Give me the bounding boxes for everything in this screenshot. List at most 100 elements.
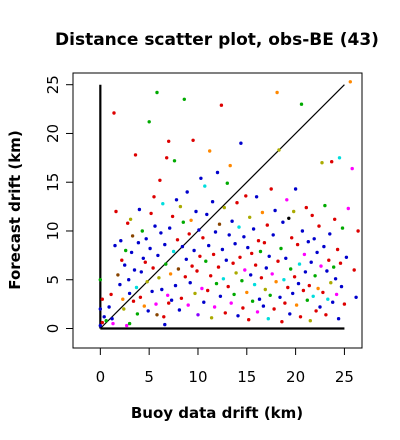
scatter-point <box>339 284 344 289</box>
scatter-point <box>315 250 319 255</box>
scatter-point <box>114 209 118 214</box>
scatter-point <box>250 299 255 303</box>
scatter-point <box>112 111 116 115</box>
scatter-point <box>350 166 354 171</box>
scatter-point <box>155 313 159 317</box>
y-axis-ticks: 0 5 10 15 20 25 <box>44 75 73 333</box>
scatter-point <box>187 232 191 236</box>
scatter-point <box>119 239 123 243</box>
scatter-point <box>173 283 178 288</box>
scatter-point <box>98 323 103 328</box>
scatter-point <box>167 301 171 305</box>
scatter-point <box>174 198 179 202</box>
scatter-point <box>227 233 231 237</box>
scatter-point <box>268 293 272 297</box>
scatter-point <box>267 254 271 258</box>
scatter-point <box>130 234 135 238</box>
scatter-point <box>100 297 105 301</box>
scatter-point <box>292 275 297 279</box>
scatter-point <box>329 281 333 285</box>
scatter-point <box>338 261 343 265</box>
scatter-point <box>218 294 223 298</box>
scatter-point <box>192 248 196 253</box>
scatter-point <box>215 170 220 175</box>
scatter-point <box>203 184 207 188</box>
scatter-point <box>168 272 173 276</box>
scatter-point <box>310 213 314 218</box>
scatter-point <box>240 279 244 283</box>
scatter-point <box>302 252 307 257</box>
scatter-point <box>213 230 218 234</box>
scatter-point <box>164 262 168 266</box>
scatter-point <box>275 90 279 95</box>
scatter-point <box>317 224 321 228</box>
scatter-point <box>307 283 311 288</box>
scatter-point <box>255 310 260 314</box>
scatter-point <box>165 156 169 160</box>
scatter-point <box>133 153 138 157</box>
scatter-point <box>132 268 137 272</box>
scatter-point <box>321 290 325 295</box>
scatter-point <box>288 312 292 316</box>
scatter-point <box>201 236 205 240</box>
scatter-point <box>131 299 136 303</box>
scatter-point <box>319 264 323 268</box>
scatter-point <box>142 304 146 308</box>
scatter-point <box>300 229 305 233</box>
scatter-point <box>253 263 258 267</box>
scatter-point <box>141 256 145 260</box>
scatter-point <box>336 317 341 321</box>
scatter-point <box>332 265 336 269</box>
scatter-point <box>202 300 206 304</box>
scatter-point <box>127 291 132 296</box>
scatter-point <box>324 313 328 317</box>
scatter-point <box>243 268 247 272</box>
scatter-point <box>265 223 269 227</box>
scatter-point <box>191 138 195 142</box>
scatter-point <box>138 295 143 299</box>
scatter-point <box>134 285 139 290</box>
data-points <box>98 80 360 328</box>
scatter-point <box>234 271 238 275</box>
y-tick-label: 0 <box>44 324 62 334</box>
scatter-point <box>136 241 141 245</box>
scatter-point <box>236 314 240 318</box>
scatter-point <box>144 237 148 241</box>
scatter-point <box>188 281 192 285</box>
scatter-point <box>282 278 286 282</box>
scatter-point <box>212 305 217 309</box>
scatter-point <box>322 244 326 249</box>
scatter-point <box>209 316 214 320</box>
scatter-point <box>232 292 236 297</box>
scatter-point <box>111 321 115 326</box>
scatter-point <box>292 209 296 214</box>
scatter-point <box>121 297 125 301</box>
scatter-point <box>238 255 242 259</box>
scatter-point <box>244 194 248 198</box>
scatter-point <box>328 232 332 236</box>
scatter-point <box>168 226 172 230</box>
x-tick-label: 10 <box>188 368 207 386</box>
scatter-point <box>157 276 161 280</box>
scatter-point <box>216 265 221 269</box>
scatter-point <box>342 302 347 306</box>
scatter-point <box>219 103 224 107</box>
scatter-point <box>237 225 241 229</box>
scatter-point <box>335 247 340 252</box>
x-tick-label: 5 <box>144 368 154 386</box>
scatter-point <box>245 290 249 295</box>
scatter-point <box>175 238 180 242</box>
scatter-point <box>184 257 188 261</box>
scatter-point <box>228 163 232 168</box>
scatter-point <box>295 242 300 247</box>
scatter-point <box>259 276 264 280</box>
scatter-point <box>169 298 174 302</box>
scatter-point <box>327 258 331 262</box>
scatter-point <box>241 306 245 310</box>
scatter-point <box>160 287 164 292</box>
scatter-point <box>98 278 103 282</box>
scatter-point <box>225 181 229 185</box>
scatter-point <box>128 217 133 221</box>
scatter-point <box>113 243 117 248</box>
